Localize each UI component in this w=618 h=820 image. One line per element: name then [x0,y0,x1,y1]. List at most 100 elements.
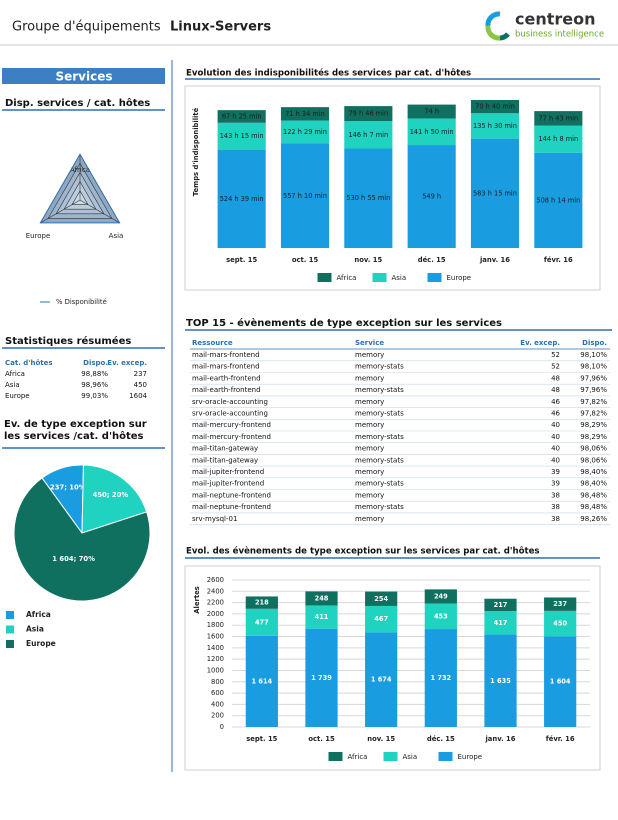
bar-segment [424,589,457,604]
bar-segment [534,152,583,248]
table-cell: 38 [551,515,560,523]
table-cell: memory [355,445,384,453]
bar-segment [407,104,456,119]
y-tick-label: 1000 [207,666,224,674]
bar-segment [344,148,393,248]
x-tick-label: oct. 15 [292,256,319,264]
value-label: 477 [255,618,269,626]
table-header: Ev. excep. [520,339,560,347]
bar-segment [305,605,338,629]
table-cell: 40 [551,433,560,441]
table-cell: 98,29% [580,433,607,441]
table-cell: 52 [551,363,560,371]
bar-segment [484,634,517,727]
table-cell: 98,40% [580,480,607,488]
bar-segment [344,106,393,122]
pie-slice [13,477,151,602]
x-tick-label: déc. 15 [427,735,455,743]
x-tick-label: oct. 15 [308,735,335,743]
bar-segment [534,111,583,126]
table-cell: mail-titan-gateway [192,445,258,453]
legend-label: % Disponibilité [56,298,107,306]
y-tick-label: 800 [211,678,224,686]
table-cell: memory [355,351,384,359]
table-cell: 48 [551,374,560,382]
table-cell: 98,10% [580,363,607,371]
value-label: 217 [494,601,508,609]
legend-label: Africa [337,274,357,282]
table-cell: 98,29% [580,421,607,429]
x-tick-label: févr. 16 [546,735,575,743]
table-cell: 98,48% [580,503,607,511]
table-cell: mail-jupiter-frontend [192,480,264,488]
table-cell: mail-mercury-frontend [192,421,271,429]
table-cell: mail-neptune-frontend [192,491,271,499]
table-cell: memory [355,374,384,382]
table-header: Service [355,339,384,347]
table-cell: 98,96% [81,381,108,389]
table-title: TOP 15 - évènements de type exception su… [186,317,502,329]
value-label: 254 [374,595,388,603]
legend-swatch [383,752,398,761]
bar-segment [280,120,330,144]
value-label: 143 h 15 min [220,132,264,140]
table-cell: 450 [134,381,147,389]
table-cell: srv-oracle-accounting [192,410,268,418]
table-cell: 98,10% [580,351,607,359]
value-label: 1 732 [431,674,452,682]
table-cell: 97,82% [580,398,607,406]
y-tick-label: 1400 [207,644,224,652]
x-tick-label: sept. 15 [226,256,257,264]
value-label: 450; 20% [93,491,129,499]
x-tick-label: déc. 15 [418,256,446,264]
table-cell: 98,06% [580,456,607,464]
value-label: 122 h 29 min [283,128,327,136]
table-cell: srv-mysql-01 [192,515,237,523]
table-cell: mail-mars-frontend [192,351,260,359]
value-label: 70 h 40 min [475,103,515,111]
legend-swatch [328,752,343,761]
legend-swatch [317,273,332,282]
table-cell: Asia [5,381,20,389]
pie-slice [81,464,148,534]
legend-swatch [6,625,14,634]
table-cell: 40 [551,445,560,453]
table-cell: 48 [551,386,560,394]
radar-title: Disp. services / cat. hôtes [5,97,150,109]
sidebar-band [2,68,165,84]
legend-label: Africa [348,753,368,761]
value-label: 467 [374,615,388,623]
bar-segment [365,591,398,606]
radar-series [39,153,121,224]
value-label: 249 [434,592,448,600]
table-cell: mail-mars-frontend [192,363,260,371]
table-cell: mail-neptune-frontend [192,503,271,511]
value-label: 237; 10% [50,484,86,492]
bar-segment [407,118,456,146]
table-cell: mail-jupiter-frontend [192,468,264,476]
table-cell: 38 [551,503,560,511]
bar-segment [424,603,457,630]
value-label: 77 h 43 min [538,114,578,122]
table-cell: memory [355,398,384,406]
value-label: 67 h 25 min [222,112,262,120]
table-cell: 99,03% [81,392,108,400]
table-cell: 39 [551,468,560,476]
value-label: 1 635 [490,677,511,685]
radar-spoke [79,199,120,224]
x-tick-label: nov. 15 [367,735,395,743]
table-cell: 237 [134,370,147,378]
value-label: 79 h 46 min [348,110,388,118]
legend-label: Europe [26,639,56,648]
table-cell: memory-stats [355,363,404,371]
value-label: 1 614 [252,677,273,685]
table-cell: memory-stats [355,433,404,441]
pie-title: Ev. de type exception sur les services /… [4,419,147,442]
bar-segment [305,628,338,727]
table-cell: 98,88% [81,370,108,378]
table-cell: 98,48% [580,491,607,499]
legend-swatch [6,611,14,619]
value-label: 1 604 [550,678,571,686]
x-tick-label: janv. 16 [479,256,510,264]
